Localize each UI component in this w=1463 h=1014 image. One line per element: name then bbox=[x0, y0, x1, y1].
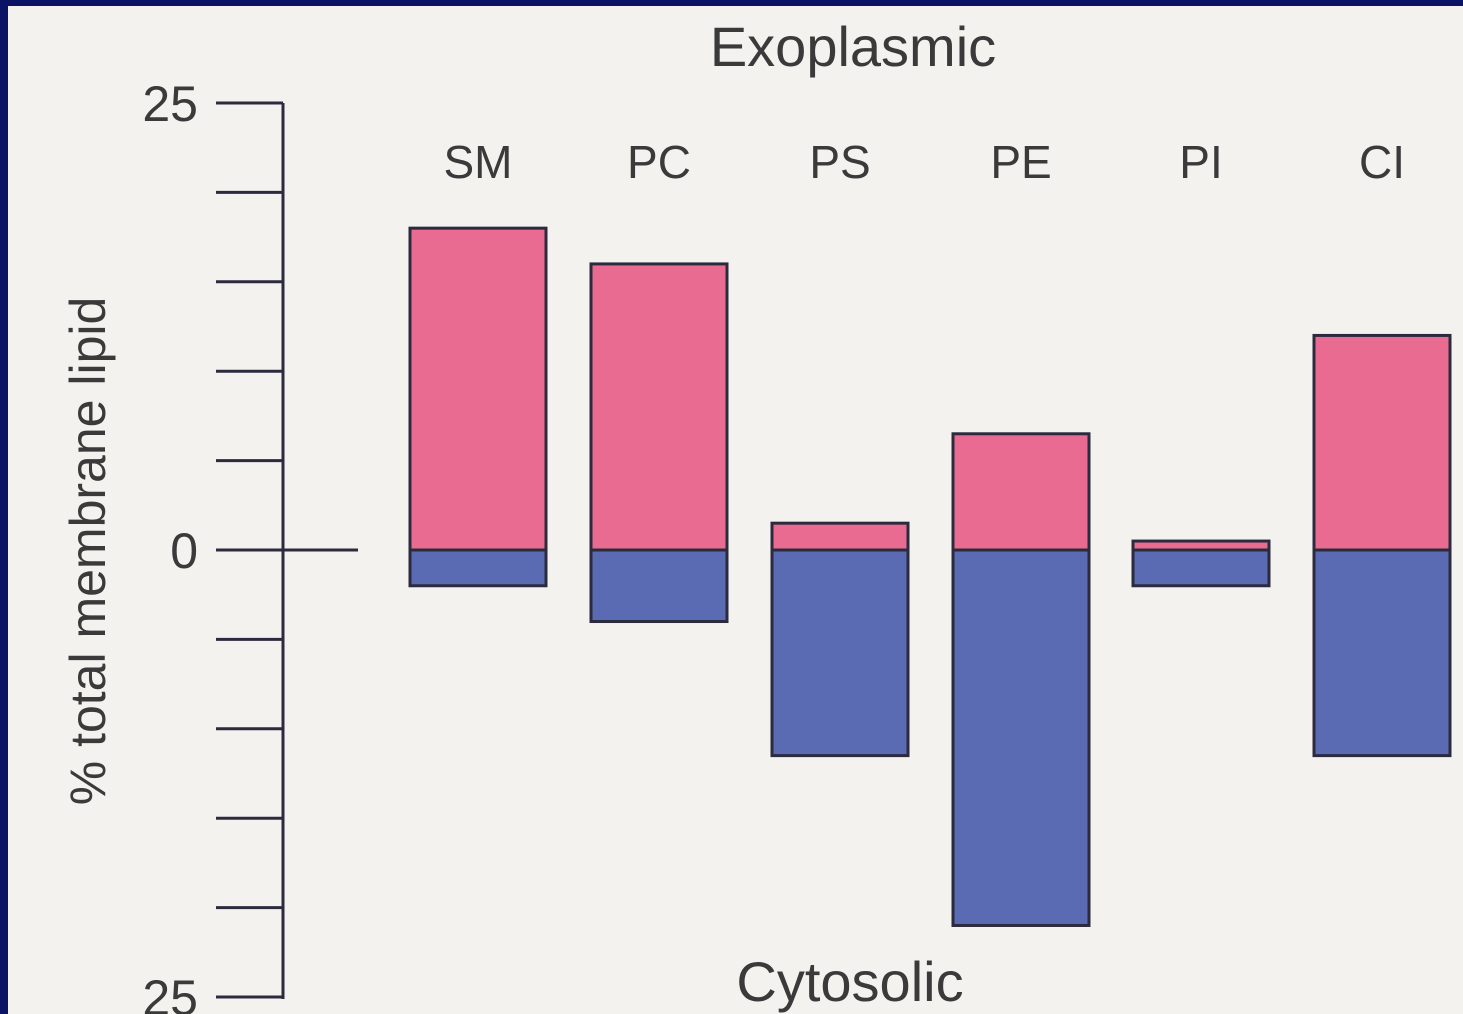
y-tick-label: 25 bbox=[142, 76, 198, 132]
chart-frame: Exoplasmic Cytosolic % total membrane li… bbox=[8, 6, 1463, 1014]
category-label-pe: PE bbox=[990, 136, 1051, 188]
category-label-pc: PC bbox=[627, 136, 691, 188]
y-axis: 25 0 25 bbox=[142, 76, 358, 1014]
category-label-ci: CI bbox=[1359, 136, 1405, 188]
bar-cytosolic-sm bbox=[408, 548, 548, 588]
lipid-distribution-chart: Exoplasmic Cytosolic % total membrane li… bbox=[60, 15, 1452, 1014]
bar-cytosolic-pe bbox=[951, 548, 1091, 927]
bar-exoplasmic-ci bbox=[1312, 333, 1452, 552]
cytosolic-label: Cytosolic bbox=[736, 950, 963, 1013]
bar-exoplasmic-sm bbox=[408, 226, 548, 552]
bar-cytosolic-pi bbox=[1131, 548, 1271, 588]
exoplasmic-label: Exoplasmic bbox=[710, 15, 996, 78]
bar-cytosolic-ci bbox=[1312, 548, 1452, 758]
bar-exoplasmic-ps bbox=[770, 521, 910, 552]
y-tick-label: 25 bbox=[142, 970, 198, 1014]
bar-cytosolic-ps bbox=[770, 548, 910, 758]
bars bbox=[408, 226, 1452, 927]
bar-exoplasmic-pc bbox=[589, 262, 729, 552]
category-label-pi: PI bbox=[1179, 136, 1222, 188]
category-label-ps: PS bbox=[809, 136, 870, 188]
category-label-sm: SM bbox=[444, 136, 513, 188]
y-axis-title: % total membrane lipid bbox=[60, 297, 116, 806]
bar-exoplasmic-pe bbox=[951, 432, 1091, 552]
bar-cytosolic-pc bbox=[589, 548, 729, 624]
y-tick-label: 0 bbox=[170, 523, 198, 579]
category-labels: SM PC PS PE PI CI bbox=[444, 136, 1406, 188]
